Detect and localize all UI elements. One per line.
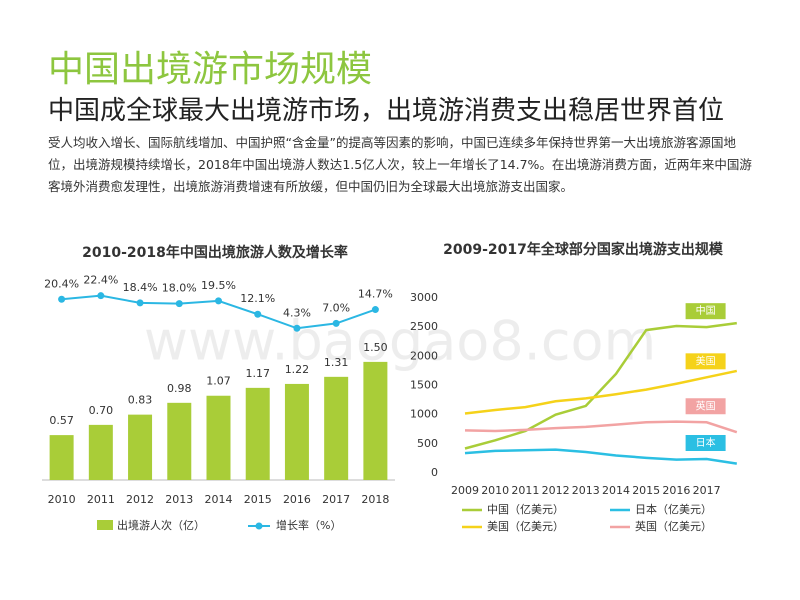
- growth-point: [136, 299, 144, 307]
- series-tag: [685, 398, 726, 415]
- body-text: 受人均收入增长、国际航线增加、中国护照“含金量”的提高等因素的影响，中国已连续多…: [48, 135, 752, 194]
- subtitle: 中国成全球最大出境游市场，出境游消费支出稳居世界首位: [48, 96, 725, 126]
- legend-label: 美国（亿美元）: [487, 520, 564, 533]
- y-tick-label: 3000: [410, 291, 438, 304]
- data-label: 22.4%: [83, 274, 118, 287]
- growth-point: [58, 295, 66, 303]
- bar: [284, 383, 309, 480]
- growth-point: [215, 297, 222, 305]
- chart-title: 2010-2018年中国出境旅游人数及增长率: [82, 244, 348, 261]
- data-label: 1.31: [324, 356, 349, 369]
- data-label: 0.98: [167, 382, 192, 395]
- x-tick-label: 2016: [283, 493, 311, 506]
- x-tick-label: 2010: [481, 484, 509, 497]
- series-tag: [685, 435, 726, 451]
- series-line: [464, 448, 737, 465]
- y-tick-label: 500: [417, 437, 438, 450]
- data-label: 0.57: [49, 414, 74, 427]
- bar: [128, 414, 153, 480]
- watermark: www.baogao8.com: [144, 310, 656, 373]
- data-label: 18.0%: [162, 282, 197, 295]
- series-tag-label: 日本: [696, 436, 716, 449]
- growth-point: [332, 319, 340, 327]
- x-tick-label: 2015: [632, 484, 660, 497]
- legend-label: 日本（亿美元）: [635, 502, 712, 516]
- x-tick-label: 2016: [662, 484, 690, 497]
- data-label: 4.3%: [283, 306, 311, 319]
- growth-point: [97, 292, 105, 300]
- data-label: 1.50: [363, 341, 388, 354]
- legend-label: 英国（亿美元）: [635, 519, 712, 533]
- bar: [363, 361, 388, 480]
- x-tick-label: 2011: [511, 484, 539, 497]
- data-label: 1.22: [285, 363, 310, 376]
- x-tick-label: 2011: [87, 493, 115, 506]
- series-tag: [685, 353, 726, 370]
- data-label: 20.4%: [44, 277, 79, 290]
- x-tick-label: 2018: [361, 493, 389, 506]
- growth-point: [175, 300, 183, 308]
- chart-title: 2009-2017年全球部分国家出境游支出规模: [443, 241, 724, 258]
- y-tick-label: 2000: [410, 349, 438, 362]
- bar: [206, 395, 231, 480]
- x-tick-label: 2017: [322, 493, 350, 506]
- x-tick-label: 2014: [602, 484, 630, 497]
- data-label: 0.83: [128, 394, 153, 407]
- y-tick-label: 0: [431, 466, 438, 479]
- series-tag-label: 英国: [696, 399, 716, 412]
- series-tag: [685, 303, 726, 320]
- data-label: 1.17: [245, 367, 270, 380]
- x-tick-label: 2009: [451, 484, 479, 497]
- legend-swatch: [255, 522, 263, 530]
- legend-label: 中国（亿美元）: [487, 503, 564, 516]
- data-label: 18.4%: [123, 281, 158, 294]
- data-label: 1.07: [206, 375, 231, 388]
- x-tick-label: 2015: [244, 493, 272, 506]
- x-tick-label: 2014: [205, 493, 233, 506]
- bar: [167, 402, 192, 480]
- y-tick-label: 1000: [410, 408, 438, 421]
- x-tick-label: 2013: [165, 493, 193, 506]
- y-tick-label: 2500: [410, 320, 438, 333]
- y-tick-label: 1500: [410, 379, 438, 392]
- legend-label: 增长率（%）: [276, 518, 341, 532]
- x-tick-label: 2017: [693, 484, 721, 497]
- series-line: [464, 369, 738, 415]
- series-tag-label: 美国: [696, 354, 716, 367]
- legend-swatch: [97, 520, 113, 530]
- series-line: [464, 420, 738, 434]
- bar: [88, 424, 113, 480]
- data-label: 0.70: [89, 404, 114, 417]
- bar: [49, 435, 74, 480]
- x-tick-label: 2013: [572, 484, 600, 497]
- growth-point: [371, 306, 379, 314]
- data-label: 19.5%: [201, 279, 236, 292]
- x-tick-label: 2010: [48, 493, 76, 506]
- data-label: 12.1%: [240, 292, 275, 305]
- growth-point: [254, 310, 262, 318]
- data-label: 14.7%: [358, 288, 393, 301]
- series-tag-label: 中国: [696, 304, 716, 317]
- x-tick-label: 2012: [126, 493, 154, 506]
- series-line: [464, 321, 737, 450]
- bar: [245, 387, 270, 480]
- title: 中国出境游市场规模: [48, 49, 373, 90]
- x-tick-label: 2012: [542, 484, 570, 497]
- bar: [324, 376, 349, 480]
- data-label: 7.0%: [322, 301, 350, 314]
- growth-point: [293, 324, 301, 332]
- legend-label: 出境游人次（亿）: [117, 518, 205, 532]
